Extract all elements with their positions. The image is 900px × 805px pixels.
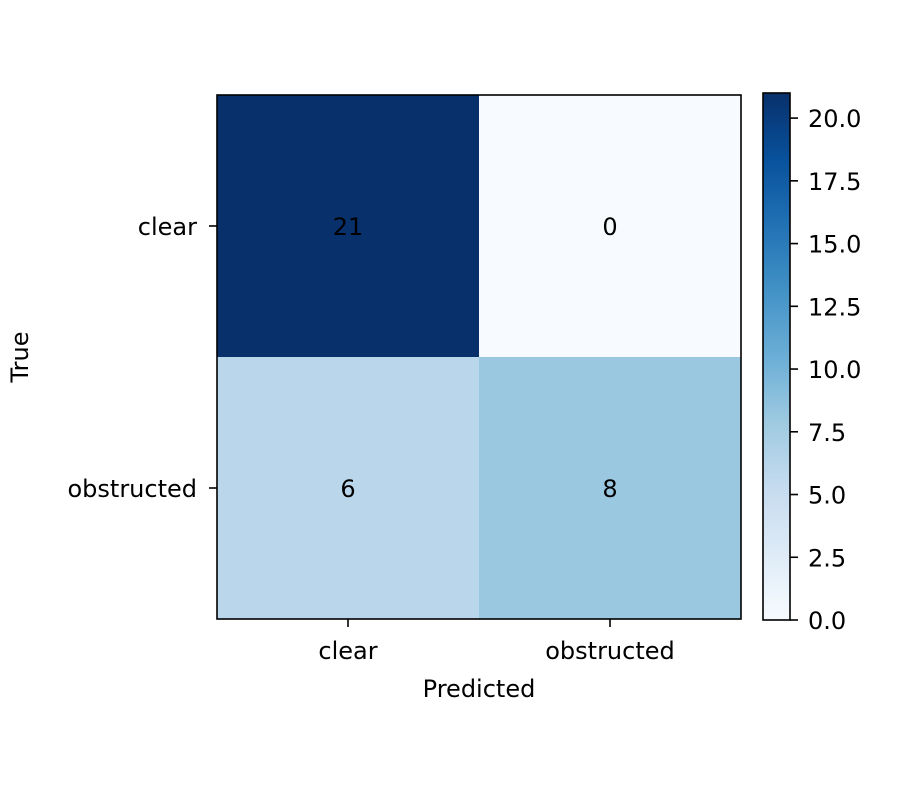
- colorbar-tick-label: 12.5: [808, 293, 861, 321]
- y-axis-label: True: [6, 332, 34, 384]
- heatmap-cell: [217, 95, 479, 357]
- cell-value-label: 8: [602, 475, 617, 503]
- y-axis-ticks: clear obstructed: [67, 213, 217, 503]
- colorbar-tick-label: 10.0: [808, 356, 861, 384]
- colorbar-tick-label: 20.0: [808, 105, 861, 133]
- plot-frame: [216, 94, 742, 620]
- heatmap-cell: [479, 357, 741, 619]
- x-axis-label: Predicted: [423, 675, 536, 703]
- heatmap-cell: [479, 95, 741, 357]
- cell-value-label: 6: [340, 475, 355, 503]
- colorbar-tick-label: 15.0: [808, 231, 861, 259]
- colorbar-tick-label: 17.5: [808, 168, 861, 196]
- colorbar: [762, 92, 791, 621]
- cell-value-label: 21: [333, 213, 364, 241]
- colorbar-tick-label: 5.0: [808, 482, 846, 510]
- y-tick-label: obstructed: [67, 475, 197, 503]
- x-tick-label: obstructed: [545, 637, 675, 665]
- colorbar-ticks: 0.0 2.5 5.0 7.5 10.0 12.5 15.0 17.5 20.0: [790, 105, 861, 635]
- colorbar-tick-label: 2.5: [808, 544, 846, 572]
- cell-value-label: 0: [602, 213, 617, 241]
- y-tick-label: clear: [138, 213, 197, 241]
- x-axis-ticks: clear obstructed: [318, 619, 675, 665]
- x-tick-label: clear: [318, 637, 377, 665]
- heatmap-cells: [217, 95, 741, 619]
- heatmap-cell: [217, 357, 479, 619]
- cell-value-labels: 21 0 6 8: [333, 213, 618, 503]
- colorbar-tick-label: 7.5: [808, 419, 846, 447]
- colorbar-tick-label: 0.0: [808, 607, 846, 635]
